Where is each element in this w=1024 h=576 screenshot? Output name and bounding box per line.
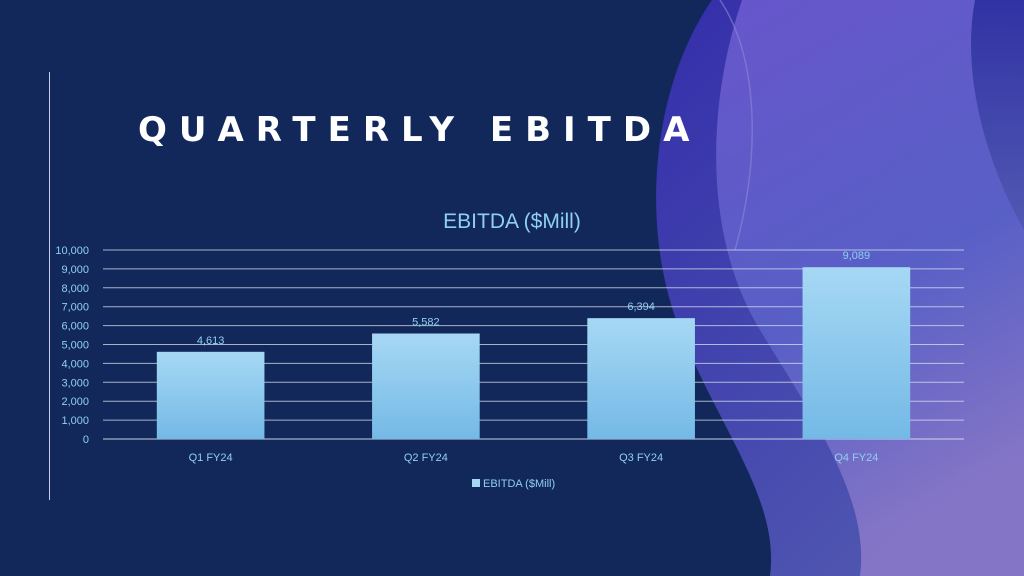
slide-title: QUARTERLY EBITDA (138, 110, 702, 150)
y-tick-label: 9,000 (61, 264, 89, 276)
y-tick-label: 6,000 (61, 321, 89, 333)
y-tick-label: 10,000 (55, 245, 89, 257)
chart-title: EBITDA ($Mill) (443, 210, 581, 233)
data-labels: 4,613 5,582 6,394 9,089 (197, 250, 870, 347)
wave-right (971, 0, 1024, 230)
x-tick-label: Q2 FY24 (404, 452, 448, 464)
x-tick-label: Q1 FY24 (189, 452, 233, 464)
bars (156, 267, 911, 439)
legend: EBITDA ($Mill) (472, 478, 555, 490)
accent-line (49, 72, 50, 500)
y-tick-label: 3,000 (61, 377, 89, 389)
bar (802, 267, 911, 439)
y-tick-label: 5,000 (61, 340, 89, 352)
wave-highlight (719, 0, 753, 251)
x-axis-ticks: Q1 FY24 Q2 FY24 Q3 FY24 Q4 FY24 (189, 452, 879, 464)
x-tick-label: Q3 FY24 (619, 452, 663, 464)
y-tick-label: 0 (83, 434, 89, 446)
y-tick-label: 4,000 (61, 358, 89, 370)
y-tick-label: 2,000 (61, 396, 89, 408)
y-tick-label: 1,000 (61, 415, 89, 427)
y-axis-ticks: 0 1,000 2,000 3,000 4,000 5,000 6,000 7,000 8,00… (55, 245, 89, 446)
data-label: 4,613 (197, 335, 225, 347)
x-tick-label: Q4 FY24 (834, 452, 878, 464)
legend-swatch (472, 479, 480, 487)
legend-label: EBITDA ($Mill) (483, 478, 555, 490)
data-label: 5,582 (412, 317, 440, 329)
bar (587, 318, 695, 439)
bar (372, 333, 480, 439)
y-tick-label: 8,000 (61, 283, 89, 295)
data-label: 9,089 (843, 250, 871, 262)
y-tick-label: 7,000 (61, 302, 89, 314)
bar (156, 351, 265, 439)
data-label: 6,394 (627, 301, 655, 313)
